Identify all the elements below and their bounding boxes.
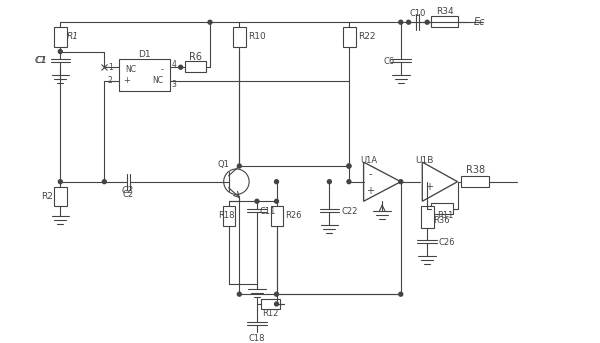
Text: 2: 2 bbox=[108, 76, 113, 85]
Text: R2: R2 bbox=[41, 192, 53, 201]
Text: U1A: U1A bbox=[360, 156, 377, 165]
Text: 1: 1 bbox=[108, 63, 113, 72]
Circle shape bbox=[179, 65, 182, 69]
Circle shape bbox=[58, 50, 62, 54]
Text: R12: R12 bbox=[262, 309, 279, 318]
Bar bbox=[461, 176, 489, 187]
Text: NC: NC bbox=[152, 76, 164, 85]
Bar bbox=[343, 27, 356, 47]
Circle shape bbox=[275, 199, 278, 203]
Text: C1: C1 bbox=[35, 56, 47, 65]
Circle shape bbox=[275, 180, 278, 184]
Circle shape bbox=[407, 20, 410, 24]
Text: 3: 3 bbox=[172, 80, 176, 89]
Circle shape bbox=[347, 180, 351, 184]
Circle shape bbox=[103, 180, 106, 184]
Circle shape bbox=[328, 180, 331, 184]
Text: C2: C2 bbox=[122, 186, 134, 195]
Circle shape bbox=[275, 302, 278, 306]
Text: D1: D1 bbox=[138, 50, 151, 59]
Bar bbox=[421, 206, 434, 228]
Text: NC: NC bbox=[125, 65, 136, 74]
Bar bbox=[431, 16, 458, 27]
Text: R1: R1 bbox=[67, 32, 79, 42]
Text: R22: R22 bbox=[358, 32, 375, 42]
Circle shape bbox=[238, 292, 241, 296]
Circle shape bbox=[347, 164, 351, 168]
Text: +: + bbox=[124, 76, 130, 85]
Circle shape bbox=[208, 20, 212, 24]
Bar bbox=[55, 187, 67, 206]
Text: R11: R11 bbox=[437, 211, 454, 221]
Circle shape bbox=[58, 180, 62, 184]
Text: C1: C1 bbox=[35, 56, 47, 65]
Text: C10: C10 bbox=[409, 9, 425, 18]
Bar bbox=[233, 27, 246, 47]
Bar bbox=[261, 299, 280, 309]
Bar bbox=[185, 61, 206, 72]
Bar bbox=[119, 59, 170, 91]
Text: R26: R26 bbox=[286, 211, 302, 221]
Circle shape bbox=[238, 164, 241, 168]
Circle shape bbox=[399, 20, 403, 24]
Circle shape bbox=[347, 164, 351, 168]
Text: R38: R38 bbox=[466, 165, 485, 175]
Bar bbox=[55, 27, 67, 47]
Text: 4: 4 bbox=[172, 60, 176, 69]
Text: R34: R34 bbox=[436, 7, 454, 16]
Text: +: + bbox=[425, 181, 433, 192]
Text: Q1: Q1 bbox=[218, 159, 230, 168]
Bar bbox=[223, 206, 235, 226]
Text: R10: R10 bbox=[248, 32, 266, 42]
Text: +: + bbox=[367, 187, 374, 197]
Circle shape bbox=[275, 292, 278, 296]
Text: C11: C11 bbox=[260, 206, 276, 215]
Text: R6: R6 bbox=[189, 52, 202, 62]
Text: C18: C18 bbox=[249, 334, 265, 343]
Text: C2: C2 bbox=[122, 190, 133, 199]
Polygon shape bbox=[422, 162, 458, 201]
Text: C6: C6 bbox=[383, 57, 395, 66]
Text: -: - bbox=[161, 65, 164, 74]
Circle shape bbox=[425, 20, 429, 24]
Text: C26: C26 bbox=[439, 238, 455, 247]
Polygon shape bbox=[364, 162, 401, 201]
Bar bbox=[271, 206, 283, 226]
Text: R36: R36 bbox=[434, 216, 450, 225]
Text: C22: C22 bbox=[341, 206, 358, 215]
Circle shape bbox=[399, 292, 403, 296]
Text: Ec: Ec bbox=[474, 17, 485, 27]
Bar bbox=[431, 203, 452, 214]
Text: -: - bbox=[368, 169, 372, 179]
Text: R18: R18 bbox=[218, 211, 235, 221]
Text: U1B: U1B bbox=[415, 156, 433, 165]
Circle shape bbox=[255, 199, 259, 203]
Circle shape bbox=[399, 180, 403, 184]
